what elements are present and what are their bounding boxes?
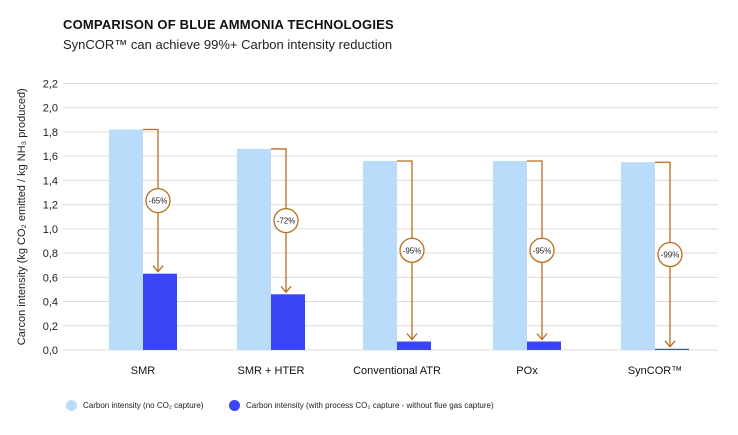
y-tick-label: 0,0 xyxy=(43,345,58,357)
reduction-label: -65% xyxy=(149,197,168,206)
reduction-arrow xyxy=(271,148,287,293)
y-tick-label: 0,2 xyxy=(43,321,58,333)
bar-with-capture xyxy=(397,341,431,350)
bar-with-capture xyxy=(143,273,177,350)
bar-no-capture xyxy=(109,129,143,350)
bar-no-capture xyxy=(363,161,397,350)
reduction-badge xyxy=(399,237,425,263)
x-tick-label: SMR xyxy=(131,365,156,377)
arrowhead xyxy=(406,333,418,341)
x-tick-label: POx xyxy=(516,365,538,377)
y-tick-label: 0,8 xyxy=(43,248,58,260)
chart-subtitle: SynCOR™ can achieve 99%+ Carbon intensit… xyxy=(63,37,393,52)
arrowhead xyxy=(536,333,548,341)
reduction-badge xyxy=(529,237,555,263)
x-tick-label: SynCOR™ xyxy=(628,365,682,377)
x-tick-label: Conventional ATR xyxy=(353,365,441,377)
reduction-label: -95% xyxy=(533,246,552,255)
arrowhead xyxy=(280,285,292,294)
y-tick-label: 0,4 xyxy=(43,297,58,309)
legend-swatch xyxy=(229,400,240,411)
arrowhead xyxy=(152,265,164,273)
reduction-label: -72% xyxy=(277,217,296,226)
bar-no-capture xyxy=(237,148,271,350)
y-tick-label: 1,0 xyxy=(43,224,58,236)
reduction-badge xyxy=(145,187,171,214)
bar-with-capture xyxy=(527,341,561,350)
bar-with-capture xyxy=(271,294,305,350)
reduction-label: -95% xyxy=(403,246,422,255)
y-axis-label: Carcon intensity (kg CO₂ emitted / kg NH… xyxy=(16,88,28,345)
y-tick-label: 0,6 xyxy=(43,272,58,284)
legend-label: Carbon intensity (no CO₂ capture) xyxy=(83,401,204,410)
y-tick-label: 1,2 xyxy=(43,200,58,212)
reduction-badge xyxy=(273,207,299,234)
reduction-badge xyxy=(657,241,683,268)
reduction-arrow xyxy=(527,160,543,340)
y-tick-label: 2,0 xyxy=(43,103,58,115)
y-tick-label: 1,8 xyxy=(43,127,58,139)
bar-with-capture xyxy=(655,348,689,350)
legend-label: Carbon intensity (with process CO₂ captu… xyxy=(246,401,494,410)
y-tick-label: 2,2 xyxy=(43,79,58,91)
reduction-label: -99% xyxy=(661,251,680,260)
x-tick-label: SMR + HTER xyxy=(238,365,305,377)
y-tick-label: 1,6 xyxy=(43,151,58,163)
reduction-arrow xyxy=(143,128,159,272)
y-tick-label: 1,4 xyxy=(43,175,58,187)
legend-item-no-capture: Carbon intensity (no CO₂ capture) xyxy=(66,400,204,411)
legend-swatch xyxy=(66,400,77,411)
bar-no-capture xyxy=(493,161,527,350)
bar-no-capture xyxy=(621,162,655,350)
legend-item-with-capture: Carbon intensity (with process CO₂ captu… xyxy=(229,400,494,411)
reduction-arrow xyxy=(655,161,671,347)
arrowhead xyxy=(664,340,676,348)
chart-title: COMPARISON OF BLUE AMMONIA TECHNOLOGIES xyxy=(63,17,394,32)
reduction-arrow xyxy=(397,160,413,340)
